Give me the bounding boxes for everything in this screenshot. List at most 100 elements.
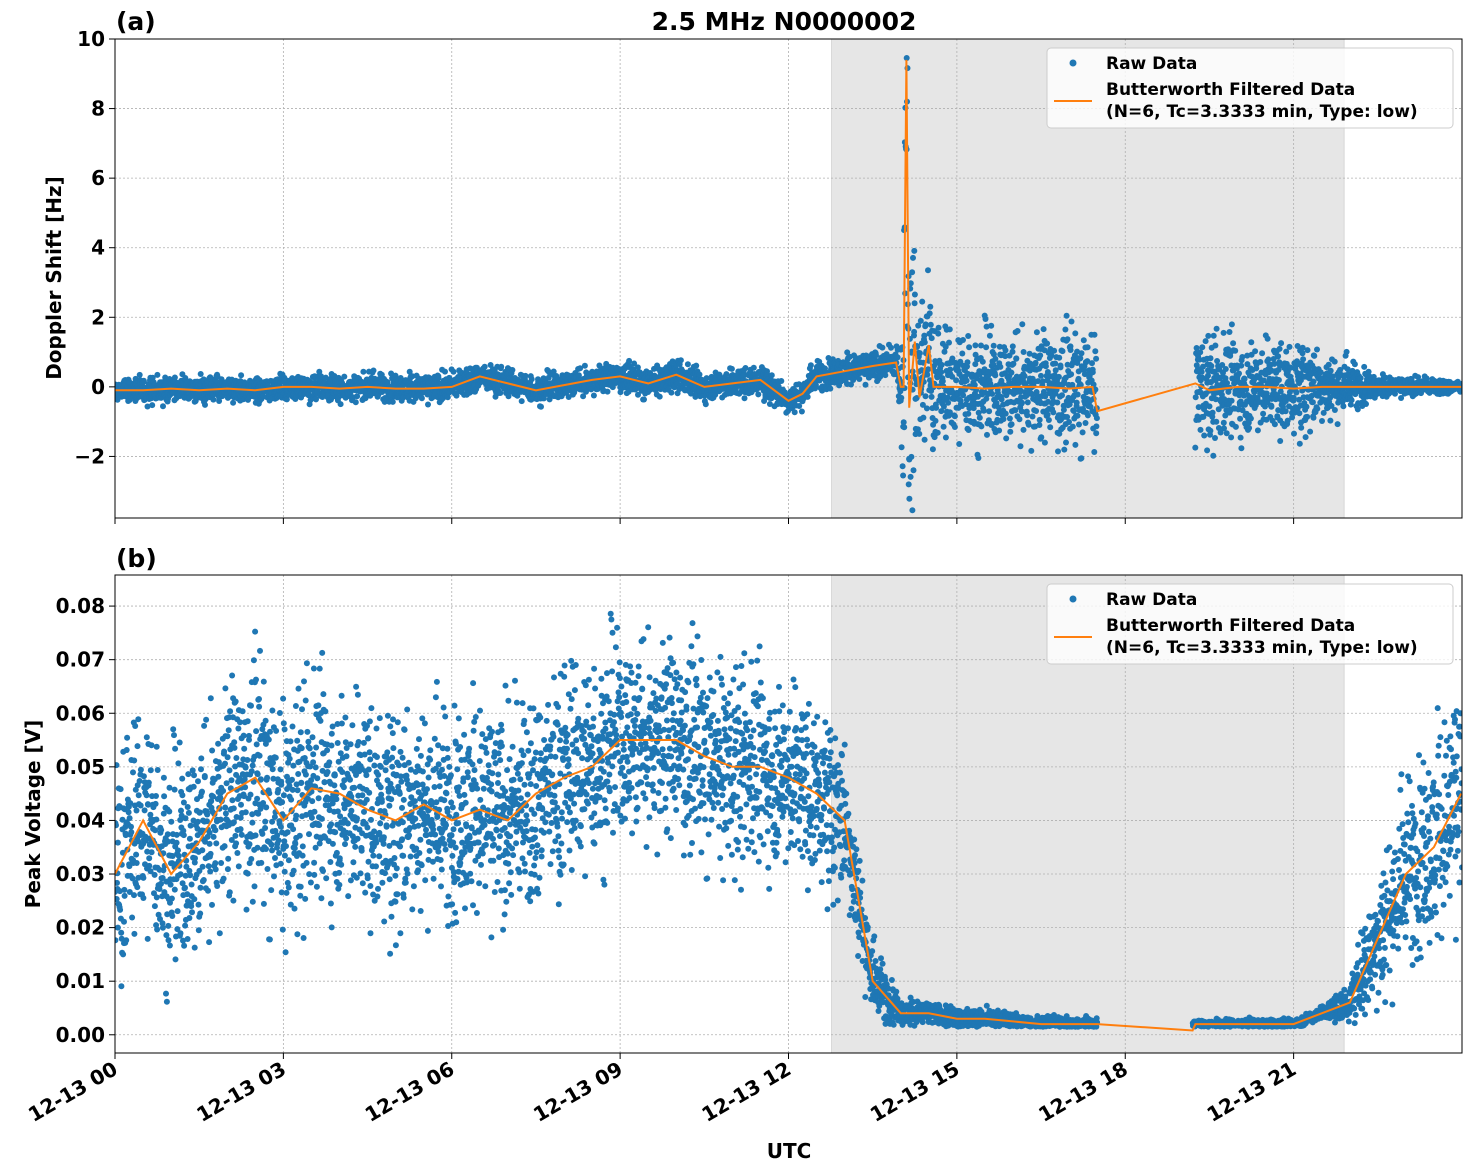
raw-data-point [341, 374, 347, 380]
raw-data-point [1213, 419, 1219, 425]
y-tick-label: −2 [74, 444, 105, 468]
raw-data-point [641, 397, 647, 403]
raw-data-point [1291, 431, 1297, 437]
raw-data-point [1296, 410, 1302, 416]
raw-data-point [1007, 429, 1013, 435]
raw-data-point [238, 372, 244, 378]
raw-data-point [1072, 330, 1078, 336]
raw-data-point [975, 455, 981, 461]
raw-data-point [977, 415, 983, 421]
x-axis-label: UTC [767, 1139, 812, 1163]
raw-data-point [1298, 425, 1304, 431]
raw-data-point [917, 350, 923, 356]
raw-data-point [1003, 435, 1009, 441]
raw-data-point [925, 267, 931, 273]
raw-data-point [996, 428, 1002, 434]
raw-data-point [582, 363, 588, 369]
raw-data-point [920, 415, 926, 421]
raw-data-point [230, 400, 236, 406]
raw-data-point [1036, 422, 1042, 428]
raw-data-point [911, 248, 917, 254]
raw-data-point [1277, 346, 1283, 352]
raw-data-point [1024, 412, 1030, 418]
raw-data-point [900, 473, 906, 479]
raw-data-point [895, 354, 901, 360]
raw-data-point [1358, 375, 1364, 381]
raw-data-point [1260, 411, 1266, 417]
raw-data-point [1238, 363, 1244, 369]
raw-data-point [1069, 319, 1075, 325]
raw-data-point [1255, 427, 1261, 433]
raw-data-point [1227, 329, 1233, 335]
raw-data-point [1025, 399, 1031, 405]
raw-data-point [1021, 349, 1027, 355]
raw-data-point [1033, 360, 1039, 366]
raw-data-point [953, 377, 959, 383]
raw-data-point [924, 372, 930, 378]
raw-data-point [1072, 442, 1078, 448]
raw-data-point [1094, 415, 1100, 421]
raw-data-point [1300, 356, 1306, 362]
raw-data-point [1305, 347, 1311, 353]
raw-data-point [1344, 349, 1350, 355]
raw-data-point [442, 369, 448, 375]
raw-data-point [1017, 416, 1023, 422]
raw-data-point [1074, 400, 1080, 406]
raw-data-point [1223, 366, 1229, 372]
raw-data-point [808, 362, 814, 368]
raw-data-point [1001, 416, 1007, 422]
y-axis-label-b: Peak Voltage [V] [21, 720, 45, 909]
raw-data-point [1090, 369, 1096, 375]
y-tick-label: 8 [91, 97, 105, 121]
raw-data-point [1054, 400, 1060, 406]
raw-data-point [1045, 412, 1051, 418]
raw-data-point [1228, 434, 1234, 440]
raw-data-point [988, 323, 994, 329]
raw-data-point [1077, 355, 1083, 361]
raw-data-point [1078, 455, 1084, 461]
raw-data-point [922, 339, 928, 345]
raw-data-point [1092, 332, 1098, 338]
raw-data-point [918, 318, 924, 324]
raw-data-point [1022, 373, 1028, 379]
raw-data-point [160, 403, 166, 409]
raw-data-point [978, 343, 984, 349]
y-tick-label: 2 [91, 305, 105, 329]
raw-data-point [923, 321, 929, 327]
raw-data-point [928, 322, 934, 328]
raw-data-point [935, 331, 941, 337]
raw-data-point [856, 376, 862, 382]
raw-data-point [1009, 421, 1015, 427]
raw-data-point [916, 431, 922, 437]
raw-data-point [1037, 352, 1043, 358]
raw-data-point [900, 364, 906, 370]
raw-data-point [1275, 353, 1281, 359]
raw-data-point [983, 344, 989, 350]
raw-data-point [943, 435, 949, 441]
raw-data-point [900, 463, 906, 469]
raw-data-point [1018, 443, 1024, 449]
raw-data-point [923, 393, 929, 399]
raw-data-point [1076, 376, 1082, 382]
raw-data-point [154, 372, 160, 378]
raw-data-point [498, 364, 504, 370]
raw-data-point [360, 369, 366, 375]
raw-data-point [927, 310, 933, 316]
raw-data-point [947, 326, 953, 332]
raw-data-point [1304, 414, 1310, 420]
raw-data-point [1060, 348, 1066, 354]
raw-data-point [1265, 356, 1271, 362]
raw-data-point [933, 405, 939, 411]
raw-data-point [980, 359, 986, 365]
raw-data-point [519, 398, 525, 404]
raw-data-point [882, 372, 888, 378]
raw-data-point [922, 437, 928, 443]
raw-data-point [972, 342, 978, 348]
raw-data-point [983, 316, 989, 322]
raw-data-point [899, 444, 905, 450]
raw-data-point [1287, 344, 1293, 350]
raw-data-point [685, 361, 691, 367]
raw-data-point [1311, 379, 1317, 385]
raw-data-point [1212, 435, 1218, 441]
